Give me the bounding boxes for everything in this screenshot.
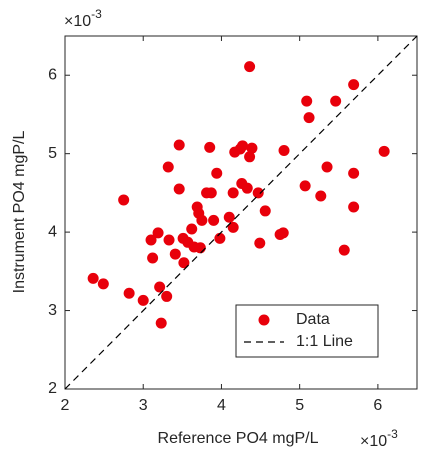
x-axis-label: Reference PO4 mgP/L (158, 430, 319, 447)
data-point (186, 223, 198, 235)
data-point (223, 211, 235, 223)
data-point (155, 317, 167, 329)
data-point (246, 142, 258, 154)
data-point (348, 167, 360, 179)
data-point (378, 145, 390, 157)
y-tick-label: 2 (48, 380, 57, 397)
legend-label: 1:1 Line (296, 333, 353, 350)
legend-label: Data (296, 311, 330, 328)
data-point (87, 272, 99, 284)
data-point (278, 145, 290, 157)
data-point (227, 221, 239, 233)
data-point (227, 187, 239, 199)
data-point (173, 139, 185, 151)
data-point (252, 187, 264, 199)
data-point (259, 205, 271, 217)
data-point (161, 290, 173, 302)
y-tick-label: 3 (48, 302, 57, 319)
data-point (244, 61, 256, 73)
data-point (338, 244, 350, 256)
data-point (211, 167, 223, 179)
data-point (163, 234, 175, 246)
data-point (162, 161, 174, 173)
data-point (205, 187, 217, 199)
data-point (315, 190, 327, 202)
x-tick-label: 4 (217, 397, 226, 414)
data-point (97, 278, 109, 290)
y-axis-label: Instrument PO4 mgP/L (11, 131, 28, 294)
y-tick-label: 4 (48, 223, 57, 240)
data-point (204, 141, 216, 153)
data-point (137, 294, 149, 306)
data-point (301, 95, 313, 107)
data-point (303, 112, 315, 124)
data-point (348, 201, 360, 213)
data-point (123, 287, 135, 299)
x-tick-label: 6 (373, 397, 382, 414)
x-multiplier-exponent: -3 (387, 427, 398, 441)
data-point (330, 95, 342, 107)
y-multiplier: ×10-3 (64, 7, 102, 30)
x-tick-label: 5 (295, 397, 304, 414)
legend-marker (258, 314, 270, 326)
data-point (147, 252, 159, 264)
data-point (173, 183, 185, 195)
data-point (152, 227, 164, 239)
legend-box (235, 304, 379, 358)
x-multiplier-base: ×10 (360, 433, 387, 450)
data-point (194, 242, 206, 254)
x-multiplier: ×10-3 (360, 427, 398, 450)
y-tick-label: 5 (48, 145, 57, 162)
data-point (196, 214, 208, 226)
data-point (237, 140, 249, 152)
data-point (214, 232, 226, 244)
x-tick-label: 2 (61, 397, 70, 414)
data-point (118, 194, 130, 206)
data-point (178, 257, 190, 269)
y-tick-label: 6 (48, 66, 57, 83)
data-point (254, 237, 266, 249)
data-point (154, 281, 166, 293)
data-point (299, 180, 311, 192)
x-tick-label: 3 (139, 397, 148, 414)
data-point (277, 227, 289, 239)
y-multiplier-exponent: -3 (91, 7, 102, 21)
data-point (145, 234, 157, 246)
data-point (348, 79, 360, 91)
data-point (321, 161, 333, 173)
data-point (208, 214, 220, 226)
data-point (241, 182, 253, 194)
data-point (169, 248, 181, 260)
data-point (244, 151, 256, 163)
y-multiplier-base: ×10 (64, 13, 91, 30)
